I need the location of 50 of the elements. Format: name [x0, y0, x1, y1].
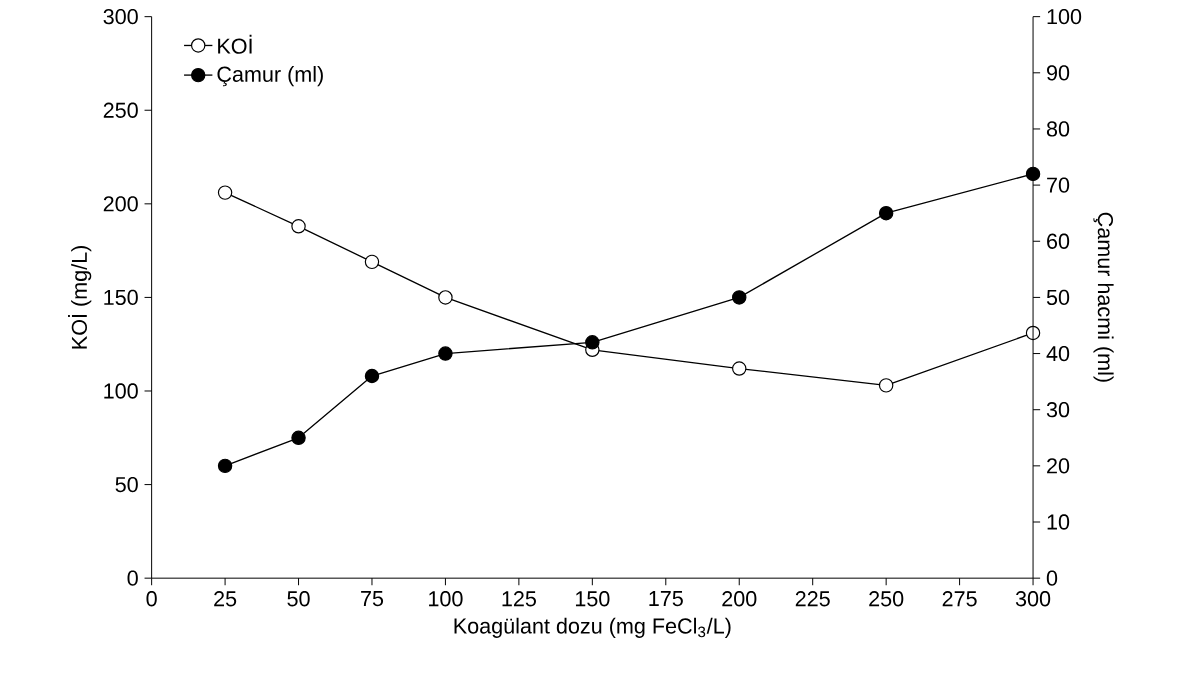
x-tick-label: 150 [575, 591, 610, 607]
x-tick-label: 0 [146, 591, 157, 607]
x-tick-label: 275 [942, 591, 977, 607]
x-tick-label: 175 [649, 591, 683, 607]
point [585, 335, 600, 350]
point [1025, 166, 1041, 182]
point [364, 254, 380, 270]
point [291, 219, 306, 234]
y-axis-title: KOİ (mg/L) [68, 246, 92, 349]
y2-tick-label: 20 [1047, 458, 1070, 474]
x-tick-label: 300 [1015, 591, 1051, 607]
x-tick-label: 125 [502, 591, 536, 607]
y2-tick-label: 40 [1046, 346, 1070, 362]
point [732, 361, 747, 376]
x-axis-title: Koagülant dozu (mg FeCl$_{3}$/L) [454, 617, 731, 638]
point [217, 458, 233, 474]
point [438, 290, 453, 305]
y2-tick-label: 0 [1046, 570, 1058, 586]
y-tick-label: 150 [104, 289, 138, 306]
y2-tick-label: 60 [1047, 233, 1070, 249]
y-tick-label: 250 [103, 102, 138, 118]
legend-label: Çamur (ml) [217, 66, 323, 87]
y2-tick-label: 100 [1047, 9, 1082, 25]
y-tick-label: 0 [127, 570, 138, 586]
legend-label: KOİ [218, 34, 252, 54]
x-tick-label: 250 [869, 591, 904, 607]
x-tick-label: 200 [722, 591, 757, 607]
point [217, 185, 233, 200]
y-tick-label: 300 [103, 9, 138, 25]
x-tick-label: 50 [287, 591, 310, 607]
y2-tick-label: 10 [1047, 514, 1070, 530]
y-tick-label: 100 [104, 383, 138, 399]
y-tick-label: 50 [115, 477, 138, 493]
y2-tick-label: 70 [1047, 177, 1070, 193]
x-tick-label: 225 [795, 591, 830, 607]
point [878, 378, 894, 393]
point [291, 430, 306, 446]
point [364, 368, 380, 384]
y2-tick-label: 50 [1046, 289, 1070, 306]
y-tick-label: 200 [103, 196, 138, 212]
x-tick-label: 75 [361, 591, 384, 607]
x-tick-label: 25 [214, 591, 237, 607]
y2-tick-label: 80 [1046, 121, 1070, 137]
y2-axis-title: Çamur hacmi (ml) [1093, 212, 1114, 382]
y2-tick-label: 90 [1047, 65, 1070, 81]
point [732, 290, 747, 305]
y2-tick-label: 30 [1046, 402, 1070, 418]
x-tick-label: 100 [429, 591, 463, 607]
point [878, 206, 894, 221]
point [438, 346, 453, 361]
